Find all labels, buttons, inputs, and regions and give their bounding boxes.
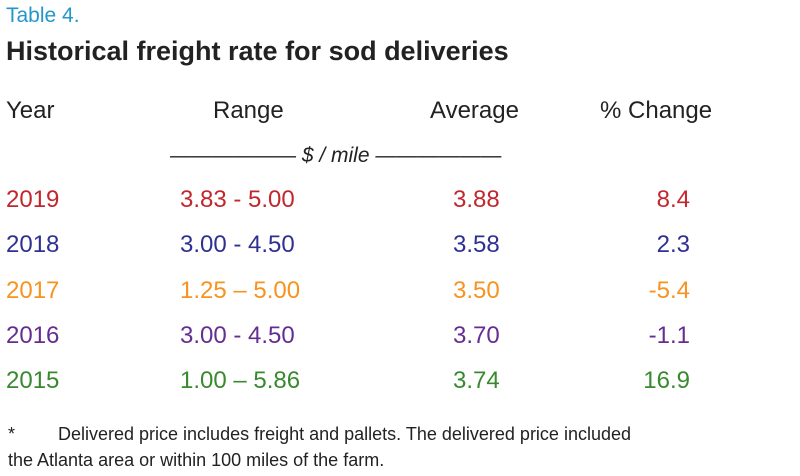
cell-range: 1.25 – 5.00 <box>180 277 301 304</box>
cell-range: 3.83 - 5.00 <box>180 186 295 213</box>
cell-year: 2016 <box>6 322 60 349</box>
unit-line: —————— $ / mile —————— <box>170 144 502 167</box>
table-title: Historical freight rate for sod deliveri… <box>6 36 509 66</box>
cell-range: 3.00 - 4.50 <box>180 231 295 258</box>
cell-average: 3.50 <box>453 277 500 304</box>
cell-average: 3.70 <box>453 322 500 349</box>
cell-average: 3.74 <box>453 367 500 394</box>
cell-change: 8.4 <box>656 186 690 213</box>
header-average: Average <box>430 97 519 124</box>
footnote-line-2: the Atlanta area or within 100 miles of … <box>8 450 385 470</box>
cell-range: 1.00 – 5.86 <box>180 367 301 394</box>
table-label: Table 4. <box>6 4 80 27</box>
cell-year: 2017 <box>6 277 60 304</box>
header-change: % Change <box>600 97 713 124</box>
cell-change: 2.3 <box>656 231 690 258</box>
cell-change: -5.4 <box>648 277 690 304</box>
footnote-line-1: Delivered price includes freight and pal… <box>58 424 631 444</box>
cell-range: 3.00 - 4.50 <box>180 322 295 349</box>
cell-year: 2015 <box>6 367 60 394</box>
cell-average: 3.58 <box>453 231 500 258</box>
cell-change: -1.1 <box>648 322 690 349</box>
cell-year: 2019 <box>6 186 60 213</box>
header-year: Year <box>6 97 55 124</box>
cell-average: 3.88 <box>453 186 500 213</box>
cell-year: 2018 <box>6 231 60 258</box>
header-range: Range <box>213 97 284 124</box>
footnote-marker: * <box>8 424 16 444</box>
cell-change: 16.9 <box>643 367 690 394</box>
